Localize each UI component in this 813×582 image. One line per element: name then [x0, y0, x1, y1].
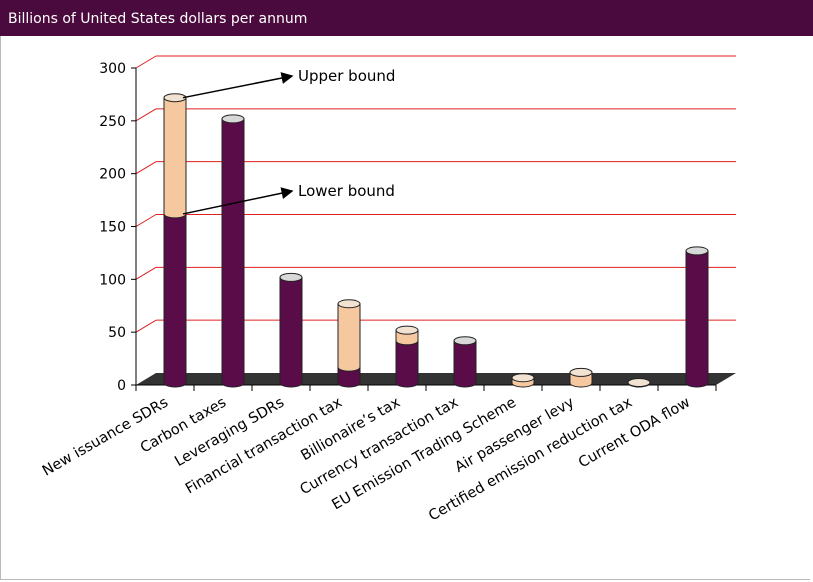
bar-7: [569, 367, 593, 388]
x-category-label: Current ODA flow: [576, 395, 693, 472]
y-tick-label: 200: [99, 167, 126, 183]
bar-cap: [627, 377, 651, 387]
annotation-arrow: [182, 187, 294, 215]
bar-segment-lower: [453, 340, 477, 388]
chart-unit-title: Billions of United States dollars per an…: [8, 11, 308, 27]
bar-3: [337, 299, 361, 388]
bar-cap: [337, 299, 361, 309]
bar-segment-lower: [337, 366, 361, 388]
bar-segment-lower: [395, 340, 419, 388]
bar-cap: [569, 367, 593, 377]
bar-0: [163, 93, 187, 388]
annotations: Upper bound Lower bound: [182, 67, 395, 215]
y-tick-label: 0: [117, 378, 126, 394]
bar-segment-lower: [279, 276, 303, 388]
bar-cap: [685, 246, 709, 256]
gridline-side: [135, 55, 157, 69]
bar-9: [685, 246, 709, 388]
bar-segment-upper: [163, 97, 187, 219]
bar-segment-upper: [337, 303, 361, 372]
y-axis: 0 50 100 150 200 250 300: [99, 61, 717, 394]
bar-cap: [395, 325, 419, 335]
annotation-arrow: [182, 72, 294, 99]
y-tick-label: 150: [99, 220, 126, 236]
gridline-side: [135, 266, 157, 280]
gridlines: [135, 55, 736, 333]
bar-5: [453, 336, 477, 388]
bar-segment-lower: [163, 213, 187, 388]
bars: [163, 93, 709, 388]
y-tick-label: 300: [99, 61, 126, 77]
bar-8: [627, 377, 651, 388]
gridline-side: [135, 161, 157, 175]
gridline-side: [135, 108, 157, 122]
bar-4: [395, 325, 419, 388]
bar-1: [221, 114, 245, 388]
bar-cap: [453, 336, 477, 346]
y-tick-label: 250: [99, 114, 126, 130]
bar-segment-lower: [685, 250, 709, 388]
bar-cap: [163, 93, 187, 103]
bar-2: [279, 272, 303, 388]
bar-cap: [279, 272, 303, 282]
bar-cap: [221, 114, 245, 124]
bar-segment-lower: [221, 118, 245, 388]
bar-6: [511, 373, 535, 388]
upper-bound-label: Upper bound: [298, 67, 395, 85]
bar-cap: [511, 373, 535, 383]
chart-header: Billions of United States dollars per an…: [0, 0, 813, 36]
bar-chart: 0 50 100 150 200 250 300 New issuance SDRsCarb…: [40, 55, 736, 524]
lower-bound-label: Lower bound: [298, 182, 395, 200]
y-tick-label: 100: [99, 272, 126, 288]
gridline-side: [135, 214, 157, 227]
y-tick-label: 50: [108, 325, 126, 341]
gridline-side: [135, 319, 157, 333]
